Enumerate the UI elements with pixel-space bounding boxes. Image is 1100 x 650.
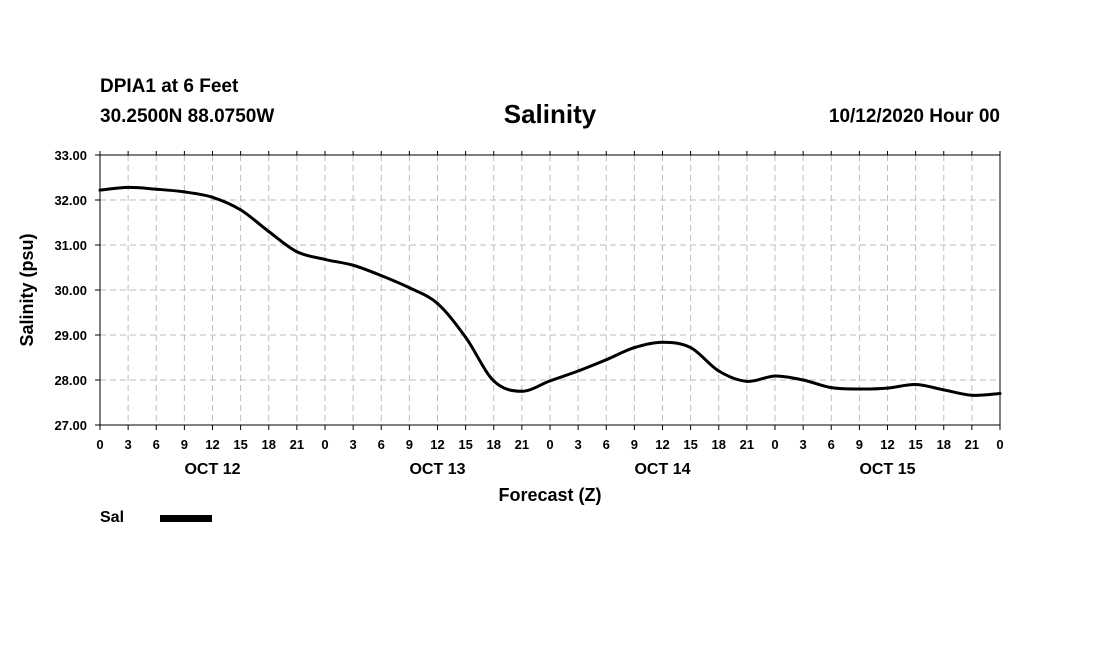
data-point-sal (379, 274, 383, 278)
legend-swatch (160, 514, 212, 522)
x-tick-label: 6 (603, 437, 610, 452)
x-tick-label: 12 (655, 437, 669, 452)
grid-lines (100, 155, 1000, 425)
x-tick-label: 21 (290, 437, 304, 452)
x-tick-label: 6 (153, 437, 160, 452)
axis-labels: 27.00 28.00 29.00 30.00 31.00 32.00 33.00 0 3 6 9 1… (17, 148, 1004, 505)
data-point-sal (295, 250, 299, 254)
x-axis-title: Forecast (Z) (498, 485, 601, 505)
x-tick-label: 21 (965, 437, 979, 452)
x-tick-label: 0 (96, 437, 103, 452)
y-tick-label: 27.00 (54, 418, 87, 433)
chart-title: Salinity (503, 99, 597, 129)
x-tick-label: 0 (771, 437, 778, 452)
data-point-sal (801, 378, 805, 382)
data-point-sal (886, 386, 889, 390)
data-point-sal (436, 302, 439, 305)
data-point-sal (126, 185, 130, 189)
x-tick-label: 15 (458, 437, 472, 452)
x-tick-label: 9 (406, 437, 413, 452)
data-point-sal (914, 383, 918, 386)
y-tick-label: 30.00 (54, 283, 87, 298)
y-tick-label: 29.00 (54, 328, 87, 343)
station-name: DPIA1 at 6 Feet (100, 76, 239, 97)
x-tick-label: 3 (125, 437, 132, 452)
x-tick-label: 15 (683, 437, 697, 452)
data-point-sal (829, 386, 833, 390)
data-point-sal (464, 335, 468, 339)
data-point-sal (942, 388, 946, 392)
x-tick-label: 0 (546, 437, 553, 452)
data-point-sal (211, 195, 214, 199)
x-tick-label: 18 (937, 437, 951, 452)
y-tick-label: 32.00 (54, 193, 87, 208)
x-tick-label: 6 (378, 437, 385, 452)
data-point-sal (576, 369, 580, 373)
data-point-sal (267, 230, 271, 233)
x-tick-label: 3 (800, 437, 807, 452)
data-point-sal (548, 379, 552, 383)
axis-ticks (95, 151, 1001, 430)
x-tick-label: 21 (740, 437, 754, 452)
data-point-sal (857, 387, 861, 391)
legend-label: Sal (100, 509, 125, 526)
x-tick-label: 12 (880, 437, 894, 452)
data-point-sal (239, 208, 243, 212)
x-tick-label: 6 (828, 437, 835, 452)
station-coordinates: 30.2500N 88.0750W (100, 106, 275, 127)
x-tick-label: 9 (631, 437, 638, 452)
x-tick-label: 9 (181, 437, 188, 452)
data-point-sal (407, 286, 411, 290)
data-point-sal (689, 346, 693, 350)
x-tick-label: 12 (205, 437, 219, 452)
data-point-sal (745, 379, 749, 383)
data-point-sal (773, 374, 777, 378)
day-label: OCT 15 (859, 461, 915, 478)
day-label: OCT 12 (184, 461, 240, 478)
data-point-sal (717, 369, 721, 373)
x-tick-label: 3 (350, 437, 357, 452)
data-point-sal (520, 389, 524, 393)
y-tick-label: 31.00 (54, 238, 87, 253)
x-tick-label: 12 (430, 437, 444, 452)
plot-frame (99, 154, 1001, 426)
y-tick-label: 33.00 (54, 148, 87, 163)
x-tick-label: 0 (321, 437, 328, 452)
x-tick-label: 21 (515, 437, 529, 452)
data-point-sal (154, 187, 158, 191)
data-point-sal (351, 263, 355, 267)
x-tick-label: 15 (908, 437, 922, 452)
y-tick-label: 28.00 (54, 373, 87, 388)
x-tick-label: 9 (856, 437, 863, 452)
day-label: OCT 14 (634, 461, 690, 478)
x-tick-label: 15 (233, 437, 247, 452)
data-point-sal (492, 379, 496, 383)
forecast-run-time: 10/12/2020 Hour 00 (828, 106, 1000, 127)
data-point-sal (661, 340, 664, 344)
legend: Sal (100, 509, 212, 527)
day-label: OCT 13 (409, 461, 465, 478)
data-point-sal (323, 257, 327, 261)
x-tick-label: 18 (487, 437, 501, 452)
data-point-sal (970, 393, 974, 397)
y-axis-title: Salinity (psu) (17, 233, 37, 346)
series-group (98, 185, 1002, 397)
x-tick-label: 0 (996, 437, 1003, 452)
x-tick-label: 18 (262, 437, 276, 452)
x-tick-label: 18 (712, 437, 726, 452)
data-point-sal (604, 358, 608, 362)
data-point-sal (632, 346, 636, 350)
x-tick-label: 3 (575, 437, 582, 452)
data-point-sal (182, 190, 186, 194)
